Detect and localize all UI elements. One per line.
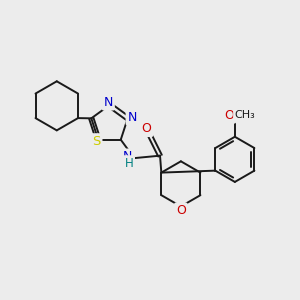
Text: S: S bbox=[92, 135, 100, 148]
Text: CH₃: CH₃ bbox=[235, 110, 256, 120]
Text: N: N bbox=[123, 150, 132, 164]
Text: N: N bbox=[128, 111, 137, 124]
Text: O: O bbox=[224, 109, 234, 122]
Text: H: H bbox=[124, 157, 133, 170]
Text: O: O bbox=[176, 204, 186, 218]
Text: N: N bbox=[103, 96, 113, 109]
Text: O: O bbox=[142, 122, 152, 135]
